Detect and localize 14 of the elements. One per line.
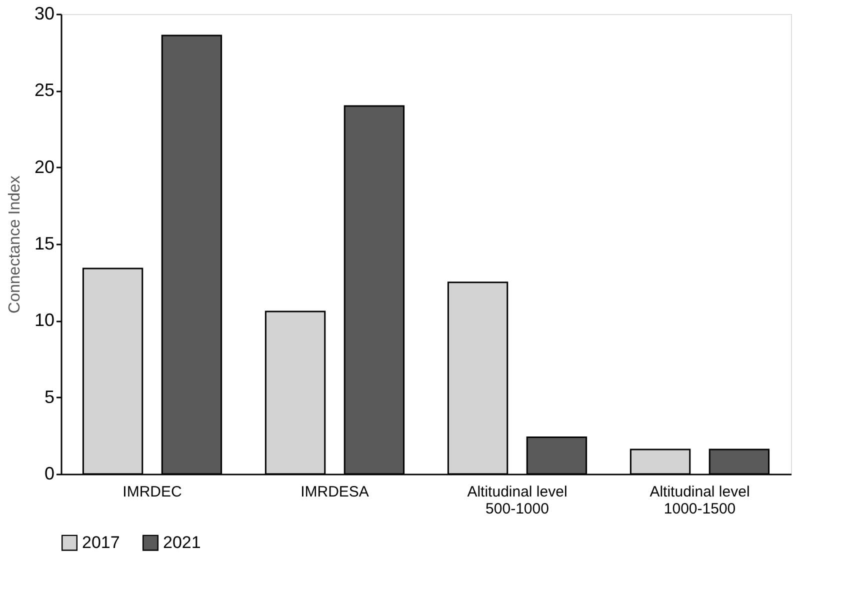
x-tick-label: Altitudinal level 1000-1500 (650, 484, 750, 518)
x-tick-label: Altitudinal level 500-1000 (467, 484, 568, 518)
y-tick-label: 25 (34, 80, 54, 100)
x-tick-label: IMRDESA (300, 484, 369, 500)
y-tick-label: 20 (34, 156, 54, 177)
legend-label: 2021 (163, 532, 201, 552)
y-tick-label: 30 (34, 4, 54, 24)
y-tick-label: 15 (34, 234, 54, 254)
y-tick-label: 5 (44, 386, 54, 407)
y-tick-label: 10 (34, 310, 54, 330)
legend-label: 2017 (82, 532, 120, 552)
y-tick-label: 0 (44, 464, 54, 484)
x-tick-label: IMRDEC (122, 484, 182, 500)
y-axis-title: Connectance Index (6, 176, 24, 314)
